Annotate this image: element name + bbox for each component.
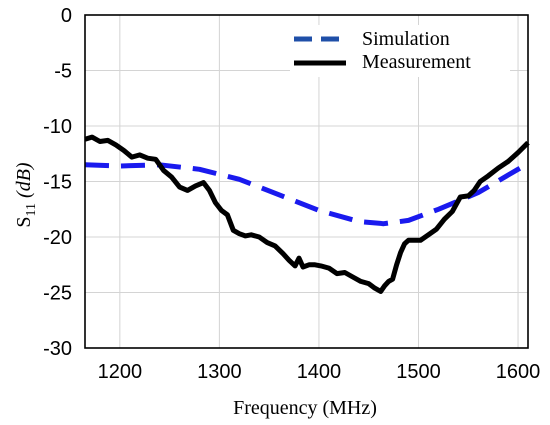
- y-axis-label-base: S: [13, 216, 35, 227]
- legend-label-simulation: Simulation: [362, 28, 450, 50]
- x-axis-label: Frequency (MHz): [233, 397, 377, 419]
- series-lines: [84, 134, 530, 294]
- x-tick-label: 1600: [496, 361, 541, 383]
- y-tick-label: -25: [43, 283, 72, 305]
- x-tick-label: 1200: [98, 361, 143, 383]
- legend: Simulation Measurement: [290, 25, 510, 77]
- y-tick-label: 0: [61, 5, 72, 27]
- y-axis-label: S11 (dB): [13, 162, 39, 227]
- y-tick-label: -10: [43, 116, 72, 138]
- legend-background: [290, 25, 510, 77]
- y-tick-label: -5: [54, 61, 72, 83]
- x-tick-label: 1400: [297, 361, 342, 383]
- plot-frame: [84, 14, 529, 349]
- y-tick-label: -20: [43, 227, 72, 249]
- y-tick-label: -30: [43, 338, 72, 360]
- axis-ticks: 1200 1300 1400 1500 1600 0 -5 -10 -15 -20 -25 -30: [43, 5, 540, 383]
- x-tick-label: 1500: [396, 361, 441, 383]
- y-tick-label: -15: [43, 172, 72, 194]
- series-line-simulation: [84, 161, 530, 227]
- series-line-measurement: [84, 134, 530, 294]
- legend-label-measurement: Measurement: [362, 51, 471, 73]
- y-axis-label-unit: (dB): [13, 162, 35, 198]
- x-tick-label: 1300: [197, 361, 242, 383]
- y-axis-label-sub: 11: [24, 203, 39, 216]
